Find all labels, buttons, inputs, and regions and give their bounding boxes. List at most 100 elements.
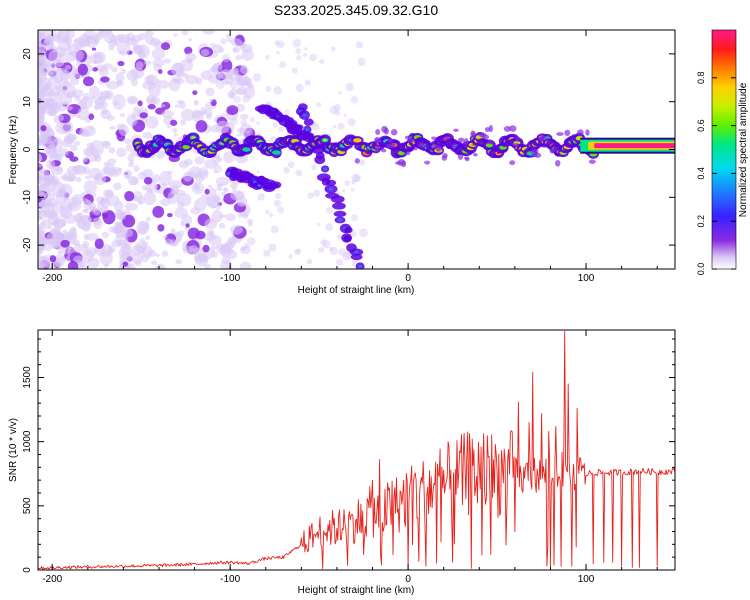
spectrogram-noise-cell	[194, 156, 205, 165]
spectrogram-noise-cell	[304, 47, 308, 51]
spectrogram-noise-cell	[145, 235, 150, 241]
spectrogram-noise-cell	[223, 187, 229, 192]
spectrogram-noise-cell	[192, 109, 202, 119]
spectrogram-noise-cell	[222, 53, 231, 63]
spectrogram-xtick-label: 100	[578, 273, 595, 284]
spectrogram-noise-cell	[167, 190, 180, 204]
spectrogram-tone-spread	[381, 148, 387, 153]
spectrogram-noise-cell	[38, 32, 46, 41]
spectrogram-branch-cell	[303, 118, 314, 126]
spectrogram-noise-cell	[275, 192, 282, 200]
spectrogram-noise-cell	[98, 91, 104, 99]
spectrogram-noise-cell	[113, 182, 122, 191]
spectrogram-noise-cell	[38, 210, 43, 215]
spectrogram-noise-cell	[175, 259, 183, 265]
spectrogram-tone-spread	[387, 138, 394, 143]
spectrogram-noise-cell	[93, 99, 99, 104]
spectrogram-noise-cell	[236, 133, 242, 137]
spectrogram-noise-cell	[40, 71, 48, 77]
spectrogram-noise-cell	[144, 75, 155, 86]
spectrogram-noise-cell	[38, 55, 44, 65]
spectrogram-noise-cell	[236, 88, 245, 95]
spectrogram-noise-cell	[225, 72, 231, 78]
spectrogram-noise-cell	[185, 223, 190, 228]
spectrogram-ytick-label: 20	[22, 48, 33, 60]
spectrogram-noise-cell	[102, 189, 114, 198]
spectrogram-noise-cell	[101, 231, 110, 239]
spectrogram-noise-cell	[177, 193, 192, 207]
spectrogram-noise-cell	[167, 213, 173, 218]
spectrogram-noise-cell	[231, 186, 237, 191]
spectrogram-tone-spread	[488, 124, 493, 133]
spectrogram-noise-cell	[108, 45, 115, 51]
spectrogram-tone-spread	[451, 144, 457, 150]
spectrogram-noise-cell	[147, 103, 156, 110]
spectrogram-tone-spread	[424, 160, 431, 165]
spectrogram-tone-spread	[478, 132, 487, 138]
spectrogram-noise-cell	[69, 144, 78, 152]
spectrogram-noise-cell	[272, 122, 278, 128]
spectrogram-noise-cell	[162, 235, 168, 239]
spectrogram-noise-cell	[205, 113, 213, 120]
spectrogram-noise-cell	[38, 43, 43, 48]
colorbar-tick-label: 0.2	[696, 215, 706, 228]
spectrogram-noise-cell	[225, 80, 230, 85]
spectrogram-noise-cell	[241, 64, 246, 69]
spectrogram-branch-core	[354, 250, 359, 254]
spectrogram-noise-cell	[60, 120, 74, 135]
spectrogram-tone-spread	[453, 128, 459, 132]
spectrogram-noise-cell	[44, 178, 53, 186]
spectrogram-noise-cell	[177, 230, 185, 237]
spectrogram-noise-cell	[219, 47, 224, 53]
spectrogram-noise-cell	[139, 221, 150, 231]
spectrogram-noise-cell	[227, 238, 236, 249]
spectrogram-noise-cell	[233, 95, 241, 104]
spectrogram-noise-cell	[256, 121, 260, 126]
spectrogram-noise-cell	[173, 133, 178, 137]
spectrogram-branch-cell	[270, 181, 282, 189]
spectrogram-noise-cell	[48, 49, 62, 63]
spectrogram-noise-cell	[151, 96, 161, 105]
spectrogram-noise-cell	[108, 146, 116, 154]
spectrogram-tone-core	[242, 147, 251, 152]
spectrogram-xtick-label: -100	[220, 273, 240, 284]
spectrogram-noise-cell	[161, 250, 169, 258]
spectrogram-noise-cell	[200, 107, 208, 115]
spectrogram-noise-cell	[109, 125, 116, 131]
spectrogram-noise-cell	[358, 228, 368, 238]
spectrogram-noise-cell	[246, 237, 256, 246]
spectrogram-tone-spread	[395, 161, 402, 165]
spectrogram-noise-cell	[184, 46, 193, 55]
snr-xtick-label: 100	[578, 574, 595, 585]
spectrogram-noise-cell	[62, 229, 68, 234]
spectrogram-noise-cell	[169, 119, 178, 126]
spectrogram-noise-cell	[325, 206, 334, 214]
spectrogram-noise-cell	[152, 59, 165, 67]
spectrogram-noise-cell	[217, 72, 224, 79]
spectrogram-noise-cell	[54, 219, 60, 225]
spectrogram-noise-cell	[101, 107, 108, 115]
spectrogram-noise-cell	[54, 254, 66, 268]
spectrogram-noise-cell	[335, 258, 344, 266]
snr-line	[38, 330, 675, 570]
spectrogram-noise-cell	[38, 121, 44, 127]
spectrogram-noise-cell	[160, 104, 166, 108]
spectrogram-noise-cell	[230, 118, 238, 126]
spectrogram-noise-cell	[180, 119, 186, 126]
spectrogram-tone-spread	[464, 157, 470, 162]
spectrogram-noise-cell	[86, 34, 100, 45]
spectrogram-noise-cell	[38, 229, 44, 237]
spectrogram-noise-cell	[70, 226, 77, 233]
spectrogram-noise-cell	[235, 74, 242, 81]
spectrogram-noise-cell	[347, 118, 356, 127]
spectrogram-noise-cell	[214, 245, 219, 250]
spectrogram-noise-cell	[114, 222, 120, 227]
spectrogram-noise-cell	[69, 156, 79, 162]
spectrogram-noise-cell	[248, 222, 253, 227]
spectrogram-noise-cell	[325, 223, 333, 231]
spectrogram-tone-spread	[554, 159, 561, 167]
spectrogram-noise-cell	[283, 109, 290, 116]
spectrogram-noise-cell	[48, 71, 54, 76]
spectrogram-noise-cell	[322, 240, 331, 249]
spectrogram-noise-cell	[88, 113, 95, 120]
